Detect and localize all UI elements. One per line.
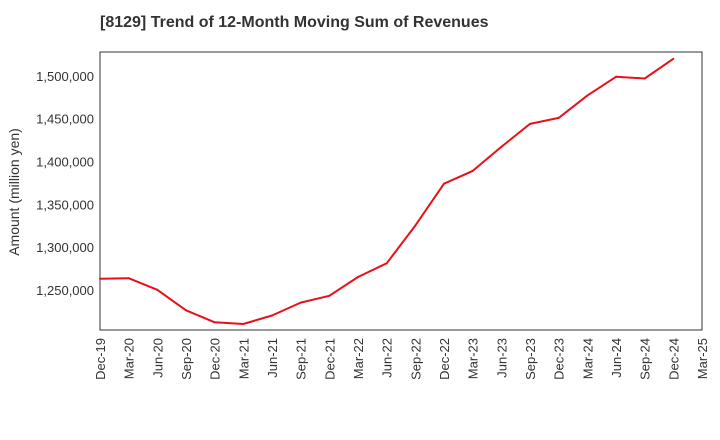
data-point [185, 309, 187, 312]
x-tick-label: Jun-24 [609, 338, 624, 378]
y-tick-label: 1,350,000 [36, 197, 94, 212]
x-tick-label: Mar-24 [580, 338, 595, 379]
data-point [643, 77, 646, 80]
data-point [443, 182, 445, 185]
x-tick-label: Mar-25 [695, 338, 710, 379]
y-tick-label: 1,400,000 [36, 154, 94, 169]
data-point [328, 294, 331, 297]
x-tick-label: Dec-19 [93, 338, 108, 380]
data-point [213, 321, 216, 324]
x-tick-label: Sep-21 [294, 338, 309, 380]
x-tick-label: Dec-22 [437, 338, 452, 380]
data-point [156, 288, 159, 291]
x-tick-label: Sep-24 [638, 338, 653, 380]
data-point [271, 314, 273, 317]
data-point [471, 169, 474, 172]
data-point [672, 57, 675, 60]
x-tick-label: Dec-23 [552, 338, 567, 380]
x-tick-label: Mar-21 [236, 338, 251, 379]
plot-area [99, 51, 703, 331]
chart-title: [8129] Trend of 12-Month Moving Sum of R… [100, 14, 489, 31]
data-point [414, 224, 417, 227]
series-layer [99, 57, 675, 326]
axis-layer: Dec-19 Mar-20 Jun-20 Sep-20 Dec-20 Mar-21 Jun-… [36, 51, 710, 380]
y-tick-label: 1,250,000 [36, 283, 94, 298]
x-tick-label: Jun-20 [150, 338, 165, 378]
x-tick-label: Sep-23 [523, 338, 538, 380]
x-tick-label: Jun-22 [380, 338, 395, 378]
data-point [500, 145, 503, 148]
y-tick-label: 1,500,000 [36, 69, 94, 84]
x-tick-label: Jun-23 [494, 338, 509, 378]
data-point [557, 116, 560, 119]
x-tick-label: Sep-20 [179, 338, 194, 380]
x-tick-label: Mar-23 [466, 338, 481, 379]
x-tick-label: Mar-20 [122, 338, 137, 379]
data-point [529, 122, 531, 125]
data-point [99, 277, 101, 280]
x-tick-label: Sep-22 [408, 338, 423, 380]
y-tick-label: 1,300,000 [36, 240, 94, 255]
x-tick-label: Jun-21 [265, 338, 280, 378]
x-tick-label: Dec-20 [208, 338, 223, 380]
x-tick-label: Dec-21 [322, 338, 337, 380]
data-point [242, 323, 245, 326]
x-tick-label: Mar-22 [351, 338, 366, 379]
y-axis-label: Amount (million yen) [6, 128, 22, 256]
data-point [615, 75, 617, 78]
data-point [127, 277, 130, 280]
y-tick-label: 1,450,000 [36, 112, 94, 127]
data-point [299, 301, 302, 304]
x-tick-label: Dec-24 [666, 338, 681, 380]
data-point [586, 94, 589, 97]
data-point [385, 262, 388, 265]
data-point [357, 275, 359, 278]
